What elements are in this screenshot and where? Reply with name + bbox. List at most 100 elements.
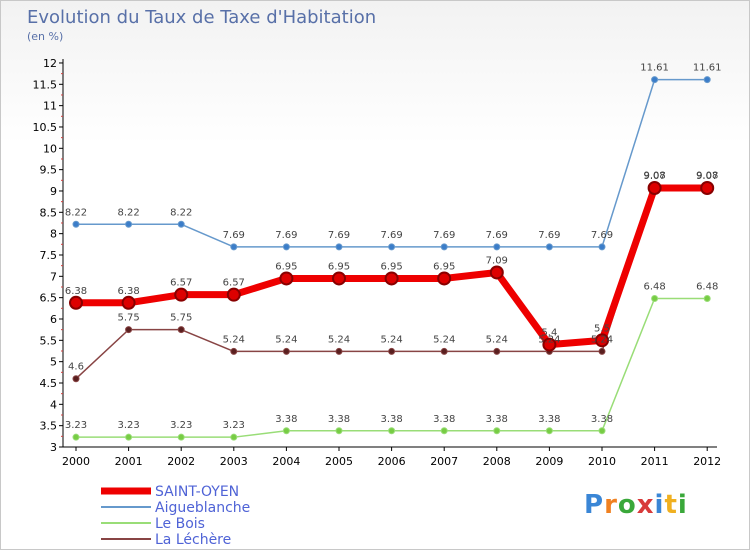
data-label: 6.57 xyxy=(223,278,245,289)
y-tick-label: 8.5 xyxy=(40,206,58,219)
data-label: 5.24 xyxy=(591,334,613,345)
data-label: 9.08 xyxy=(696,171,718,182)
data-label: 8.22 xyxy=(170,207,192,218)
logo-letter: t xyxy=(664,490,678,520)
data-label: 3.38 xyxy=(380,414,402,425)
legend-label: La Léchère xyxy=(155,532,231,548)
legend-label: SAINT-OYEN xyxy=(155,484,239,500)
data-label: 7.69 xyxy=(223,230,245,241)
data-point xyxy=(595,333,609,348)
x-tick-label: 2011 xyxy=(641,455,669,468)
data-point xyxy=(440,347,448,355)
data-point xyxy=(279,271,294,286)
y-tick-label: 10.5 xyxy=(33,121,58,134)
data-label: 5.24 xyxy=(328,334,350,345)
data-point xyxy=(226,287,241,302)
y-tick-label: 12 xyxy=(43,57,57,70)
x-tick-label: 2001 xyxy=(115,455,143,468)
data-point xyxy=(177,433,185,441)
data-label: 5.75 xyxy=(170,313,192,324)
data-point xyxy=(598,427,606,435)
data-point xyxy=(230,433,238,441)
data-point xyxy=(388,347,396,355)
y-tick-label: 3.5 xyxy=(40,420,58,433)
logo-letter: x xyxy=(636,490,655,520)
data-label: 6.38 xyxy=(117,286,139,297)
y-tick-label: 5.5 xyxy=(40,334,58,347)
data-label: 5.24 xyxy=(380,334,402,345)
data-label: 6.57 xyxy=(170,278,192,289)
data-label: 6.48 xyxy=(696,282,718,293)
y-tick-label: 4 xyxy=(50,398,57,411)
logo-letter: r xyxy=(604,490,618,520)
y-tick-label: 5 xyxy=(50,356,57,369)
logo-letter: P xyxy=(584,490,605,520)
data-point xyxy=(177,220,185,228)
x-tick-label: 2003 xyxy=(220,455,248,468)
data-point xyxy=(388,427,396,435)
y-tick-label: 6.5 xyxy=(40,292,58,305)
data-point xyxy=(125,326,133,334)
data-label: 5.5 xyxy=(594,323,610,334)
data-point xyxy=(545,243,553,251)
data-label: 9.07 xyxy=(643,171,665,182)
data-label: 5.24 xyxy=(275,334,297,345)
data-point xyxy=(598,243,606,251)
y-tick-label: 7 xyxy=(50,270,57,283)
logo-letter: o xyxy=(617,490,637,520)
data-point xyxy=(282,347,290,355)
data-point xyxy=(437,271,452,286)
data-point xyxy=(174,287,189,302)
data-point xyxy=(335,427,343,435)
proxiti-logo: Proxiti xyxy=(584,490,688,520)
logo-letter: i xyxy=(654,490,665,520)
data-label: 6.95 xyxy=(275,261,297,272)
data-point xyxy=(489,265,504,280)
data-point xyxy=(384,271,399,286)
data-label: 6.38 xyxy=(65,286,87,297)
data-label: 8.22 xyxy=(65,207,87,218)
data-point xyxy=(388,243,396,251)
data-label: 3.23 xyxy=(170,420,192,431)
data-label: 7.69 xyxy=(486,230,508,241)
data-label: 6.95 xyxy=(380,261,402,272)
data-label: 6.95 xyxy=(328,261,350,272)
legend-label: Le Bois xyxy=(155,516,205,532)
data-point xyxy=(493,427,501,435)
data-point xyxy=(125,220,133,228)
y-tick-label: 9.5 xyxy=(40,164,58,177)
data-point xyxy=(440,243,448,251)
y-tick-label: 4.5 xyxy=(40,377,58,390)
y-tick-label: 7.5 xyxy=(40,249,58,262)
data-label: 3.38 xyxy=(538,414,560,425)
data-label: 11.61 xyxy=(693,63,722,74)
data-point xyxy=(121,295,136,310)
data-point xyxy=(282,427,290,435)
data-label: 3.23 xyxy=(223,420,245,431)
data-label: 3.38 xyxy=(433,414,455,425)
data-label: 9.07 xyxy=(696,171,718,182)
data-label: 7.69 xyxy=(328,230,350,241)
x-tick-label: 2006 xyxy=(378,455,406,468)
data-label: 4.6 xyxy=(68,362,84,373)
data-point xyxy=(545,427,553,435)
data-label: 7.09 xyxy=(486,255,508,266)
data-point xyxy=(125,433,133,441)
y-tick-label: 11 xyxy=(43,100,57,113)
data-point xyxy=(332,271,346,286)
data-label: 8.22 xyxy=(117,207,139,218)
data-point xyxy=(177,326,185,334)
x-tick-label: 2005 xyxy=(325,455,353,468)
data-label: 6.95 xyxy=(433,261,455,272)
data-label: 7.69 xyxy=(591,230,613,241)
data-point xyxy=(230,347,238,355)
data-point xyxy=(72,375,80,383)
x-tick-label: 2008 xyxy=(483,455,511,468)
data-label: 7.69 xyxy=(380,230,402,241)
x-tick-label: 2004 xyxy=(272,455,300,468)
data-label: 6.48 xyxy=(643,282,665,293)
data-label: 7.69 xyxy=(538,230,560,241)
data-point xyxy=(700,180,715,195)
